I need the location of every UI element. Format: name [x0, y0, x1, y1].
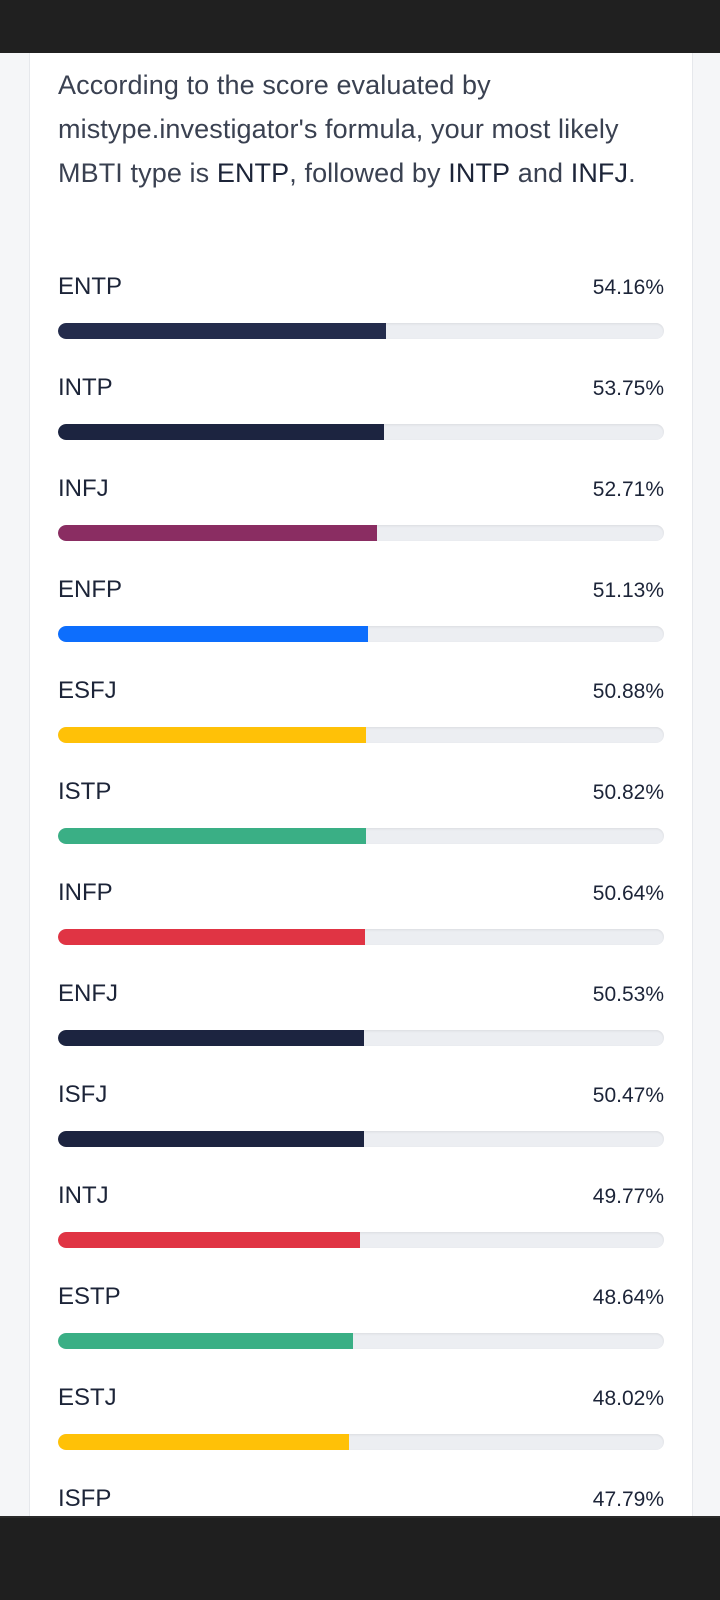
progress-fill: [58, 1333, 353, 1349]
progress-fill: [58, 323, 387, 339]
type-label: ISFP: [58, 1485, 112, 1512]
type-label: ESTJ: [58, 1384, 117, 1411]
status-bar: [0, 0, 720, 53]
type-percent: 50.82%: [592, 781, 664, 804]
summary-mid-2: and: [510, 158, 571, 188]
progress-fill: [58, 1434, 349, 1450]
summary-mid-1: , followed by: [289, 158, 449, 188]
type-score-row: INTP 53.75%: [58, 374, 664, 475]
type-score-row: INTJ 49.77%: [58, 1182, 664, 1283]
progress-fill: [58, 1030, 365, 1046]
type-score-row: ISFP 47.79%: [58, 1485, 664, 1516]
type-score-row: INFP 50.64%: [58, 879, 664, 980]
type-percent: 47.79%: [592, 1488, 664, 1511]
progress-track: [58, 525, 664, 541]
progress-track: [58, 828, 664, 844]
results-card: According to the score evaluated by mist…: [29, 53, 693, 1516]
type-label: ENTP: [58, 273, 123, 300]
progress-track: [58, 626, 664, 642]
progress-track: [58, 1030, 664, 1046]
summary-top-type-1: ENTP: [216, 158, 290, 188]
progress-track: [58, 1131, 664, 1147]
progress-fill: [58, 727, 367, 743]
summary-suffix: .: [628, 158, 636, 188]
type-score-row: ISTP 50.82%: [58, 778, 664, 879]
type-label: INTJ: [58, 1182, 109, 1209]
type-percent: 49.77%: [592, 1185, 664, 1208]
type-score-row: ENTP 54.16%: [58, 273, 664, 374]
progress-fill: [58, 525, 378, 541]
type-percent: 53.75%: [592, 377, 664, 400]
type-label: ISTP: [58, 778, 112, 805]
type-percent: 50.88%: [592, 680, 664, 703]
type-percent: 48.02%: [592, 1387, 664, 1410]
type-score-list: ENTP 54.16% INTP 53.75% INFJ 52.71% ENFP 51.13%…: [58, 273, 664, 1516]
type-score-row: ESTJ 48.02%: [58, 1384, 664, 1485]
summary-top-type-3: INFJ: [570, 158, 629, 188]
summary-text: According to the score evaluated by mist…: [58, 63, 668, 195]
progress-track: [58, 727, 664, 743]
progress-fill: [58, 929, 365, 945]
progress-track: [58, 929, 664, 945]
type-label: INFP: [58, 879, 113, 906]
type-label: ESFJ: [58, 677, 117, 704]
progress-track: [58, 1333, 664, 1349]
type-score-row: ESTP 48.64%: [58, 1283, 664, 1384]
progress-track: [58, 323, 664, 339]
type-label: INFJ: [58, 475, 109, 502]
type-score-row: ISFJ 50.47%: [58, 1081, 664, 1182]
type-score-row: ENFJ 50.53%: [58, 980, 664, 1081]
type-score-row: INFJ 52.71%: [58, 475, 664, 576]
type-label: ENFJ: [58, 980, 118, 1007]
type-percent: 48.64%: [592, 1286, 664, 1309]
type-percent: 51.13%: [592, 579, 664, 602]
results-viewport[interactable]: According to the score evaluated by mist…: [0, 53, 720, 1516]
type-score-row: ESFJ 50.88%: [58, 677, 664, 778]
type-score-row: ENFP 51.13%: [58, 576, 664, 677]
type-label: ESTP: [58, 1283, 121, 1310]
progress-fill: [58, 626, 368, 642]
progress-fill: [58, 1131, 364, 1147]
type-percent: 54.16%: [592, 276, 664, 299]
type-label: ISFJ: [58, 1081, 108, 1108]
summary-prefix: According to the score evaluated by mist…: [58, 70, 619, 188]
progress-fill: [58, 828, 366, 844]
summary-top-type-2: INTP: [448, 158, 511, 188]
type-label: ENFP: [58, 576, 123, 603]
progress-track: [58, 424, 664, 440]
progress-fill: [58, 1232, 360, 1248]
type-percent: 50.64%: [592, 882, 664, 905]
type-percent: 50.53%: [592, 983, 664, 1006]
progress-track: [58, 1434, 664, 1450]
type-label: INTP: [58, 374, 113, 401]
progress-track: [58, 1232, 664, 1248]
type-percent: 52.71%: [592, 478, 664, 501]
type-percent: 50.47%: [592, 1084, 664, 1107]
progress-fill: [58, 424, 384, 440]
navigation-bar: [0, 1516, 720, 1600]
